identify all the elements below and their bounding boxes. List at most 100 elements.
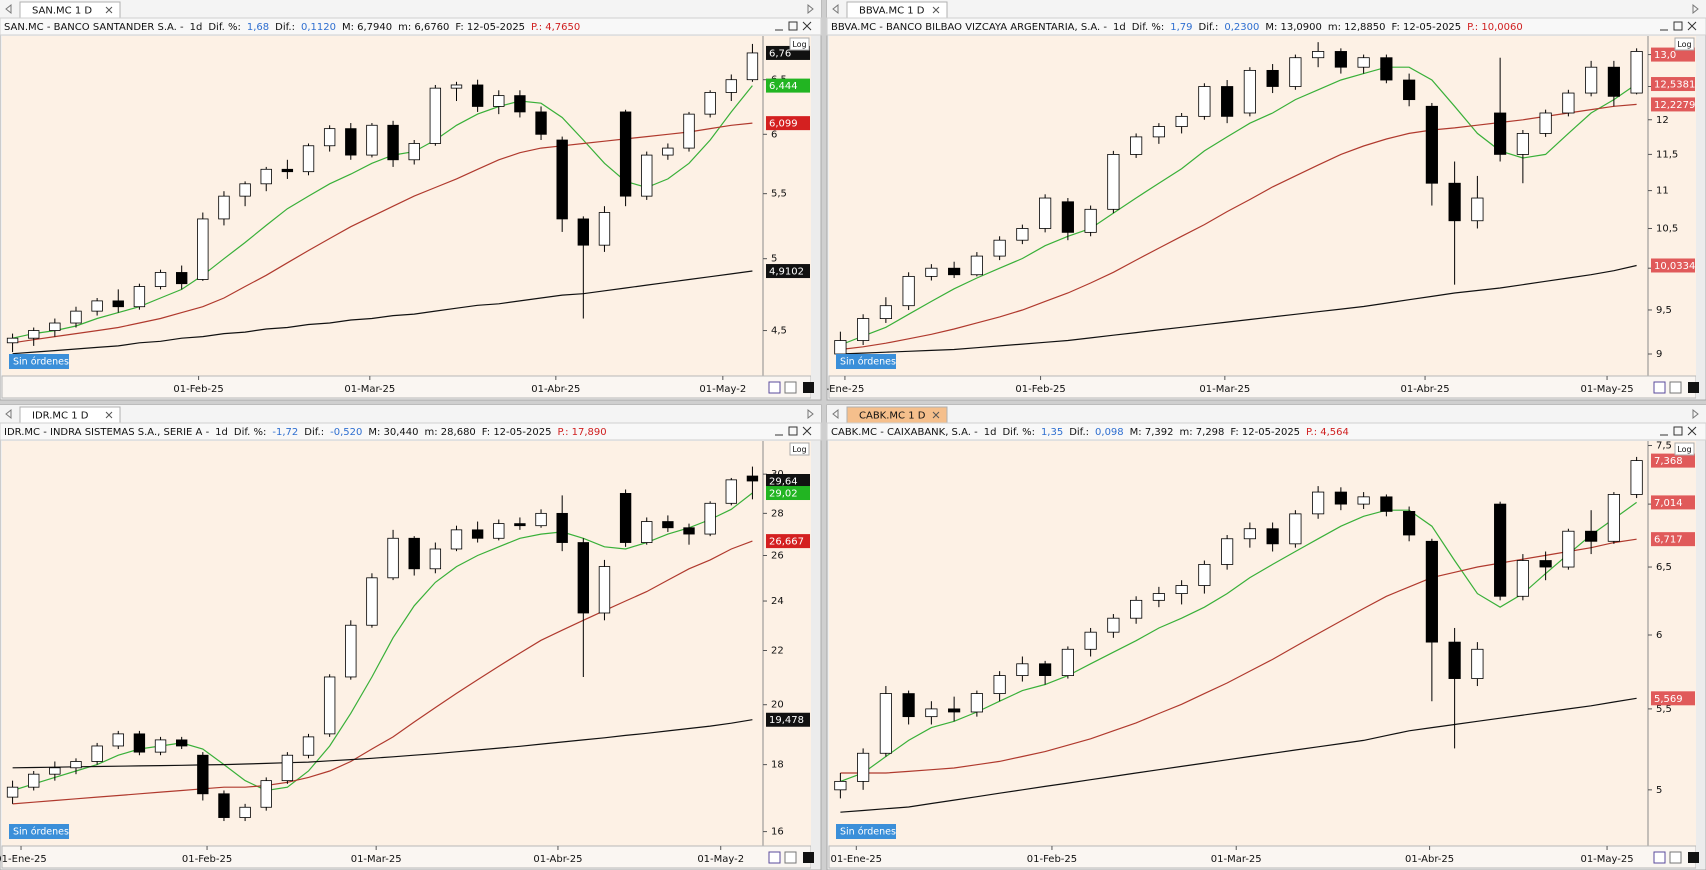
header-segment: 1,79 (1170, 22, 1192, 33)
log-button-label: Log (792, 445, 806, 454)
price-tag-label: 29,64 (769, 477, 798, 488)
tab-bar (0, 0, 821, 18)
candle-body (577, 542, 590, 614)
candle-body (450, 84, 463, 89)
log-button[interactable] (789, 442, 810, 456)
tab-scroll-left[interactable] (5, 408, 12, 420)
window-close[interactable] (1687, 426, 1697, 436)
candle-body (834, 780, 847, 791)
tab-scroll-right[interactable] (1692, 408, 1699, 420)
candle-body (408, 143, 420, 161)
candle-body (1494, 112, 1507, 155)
tab-scroll-right[interactable] (1692, 3, 1699, 15)
x-tick-label: 01-Ene-25 (831, 854, 882, 865)
candle-body (323, 128, 336, 147)
candle-body (429, 87, 442, 144)
candle-body (641, 521, 653, 543)
candle-body (1516, 560, 1529, 597)
candle-body (948, 267, 961, 276)
orders-badge[interactable] (9, 824, 69, 839)
header-segment: m: 7,298 (1179, 427, 1224, 438)
tool-icon[interactable] (1688, 382, 1699, 393)
tab-close[interactable] (105, 6, 113, 14)
x-tick-label: 01-Abr-25 (1400, 384, 1449, 395)
plot-area (829, 441, 1696, 846)
tool-icon[interactable] (768, 851, 781, 864)
y-tick-label: 5,5 (1656, 704, 1672, 715)
header-info: SAN.MC - BANCO SANTANDER S.A. - 1d Dif. %:… (4, 22, 580, 33)
chart-window: BBVA.MC 1 D BBVA.MC - BANCO BILBAO VIZCAY… (826, 0, 1706, 401)
window-close[interactable] (802, 426, 812, 436)
tool-icon[interactable] (784, 381, 797, 394)
y-tick-label: 16 (771, 827, 784, 838)
candle-body (260, 168, 272, 185)
tool-icon[interactable] (784, 851, 797, 864)
tab-close[interactable] (932, 411, 940, 419)
candle-body (6, 337, 19, 344)
chart-window: IDR.MC 1 D IDR.MC - INDRA SISTEMAS S.A., … (0, 404, 822, 870)
tab-scroll-left[interactable] (5, 3, 12, 15)
header-strip (0, 17, 822, 36)
tab-scroll-right[interactable] (807, 3, 814, 15)
tab-close[interactable] (932, 6, 940, 14)
plot-area (2, 36, 811, 376)
tab-scroll-left[interactable] (832, 408, 839, 420)
tool-icon[interactable] (1653, 381, 1666, 394)
candle-body (1061, 201, 1074, 233)
y-tick-label: 20 (771, 700, 784, 711)
candle-body (1630, 51, 1643, 94)
tab-scroll-right[interactable] (807, 408, 814, 420)
tool-icon[interactable] (803, 852, 814, 863)
log-button[interactable] (1674, 37, 1695, 51)
tool-icon[interactable] (1688, 852, 1699, 863)
orders-badge-label: Sin órdenes (840, 827, 896, 838)
y-tick-label: 5 (1656, 785, 1662, 796)
candle-body (197, 754, 209, 795)
candle-body (902, 693, 915, 718)
header-segment: P.: 17,890 (557, 427, 606, 438)
candle-body (408, 537, 420, 570)
window-close[interactable] (802, 21, 812, 31)
window-maximize[interactable] (1673, 426, 1683, 436)
window-maximize[interactable] (788, 426, 798, 436)
tool-icon[interactable] (803, 382, 814, 393)
y-tick-label: 11,5 (1656, 149, 1678, 160)
orders-badge[interactable] (836, 354, 896, 369)
y-tick-label: 18 (771, 760, 784, 771)
tab-close[interactable] (105, 411, 113, 419)
candle-body (1221, 86, 1234, 117)
tool-icon[interactable] (1669, 851, 1682, 864)
tool-icon[interactable] (1669, 381, 1682, 394)
candle-body (1084, 208, 1097, 233)
candle-body (1061, 648, 1074, 676)
price-tag-label: 13,0 (1654, 50, 1676, 61)
window-maximize[interactable] (1673, 21, 1683, 31)
header-segment: Dif. %: (1002, 427, 1035, 438)
window-close[interactable] (1687, 21, 1697, 31)
header-strip (826, 17, 1706, 36)
candle-body (535, 111, 547, 135)
candle-body (514, 95, 526, 113)
candle-body (239, 183, 251, 197)
log-button[interactable] (789, 37, 810, 51)
log-button[interactable] (1674, 442, 1695, 456)
candle-body (493, 523, 505, 539)
plot-area (2, 441, 811, 846)
window-maximize[interactable] (788, 21, 798, 31)
header-strip (826, 422, 1706, 441)
y-tick-label: 4,5 (771, 326, 787, 337)
header-segment: F: 12-05-2025 (1230, 427, 1300, 438)
candle-body (1516, 133, 1529, 155)
tool-icon[interactable] (768, 381, 781, 394)
plot-area (829, 36, 1696, 376)
tab-scroll-left[interactable] (832, 3, 839, 15)
orders-badge[interactable] (836, 824, 896, 839)
price-tag-label: 19,478 (769, 715, 804, 726)
orders-badge[interactable] (9, 354, 69, 369)
tool-icon[interactable] (1653, 851, 1666, 864)
candle-body (970, 255, 983, 276)
price-tag (1651, 691, 1695, 706)
candle-body (514, 523, 526, 527)
header-segment: Dif. %: (234, 427, 267, 438)
